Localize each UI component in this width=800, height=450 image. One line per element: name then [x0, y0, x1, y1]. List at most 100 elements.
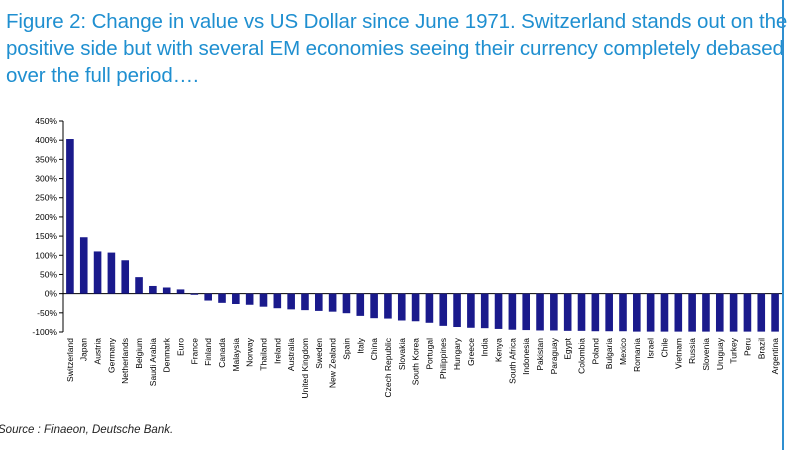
bar — [563, 293, 572, 331]
page-edge-rule — [782, 0, 784, 450]
bar — [204, 293, 212, 301]
x-tick-label: Argentina — [770, 338, 780, 375]
x-tick-label: Peru — [742, 338, 752, 356]
bar — [314, 293, 323, 311]
x-tick-label: Slovenia — [701, 338, 711, 371]
bar — [439, 293, 448, 326]
bar — [162, 287, 171, 294]
x-tick-label: Spain — [341, 338, 351, 360]
bar — [605, 293, 613, 332]
bar — [232, 293, 240, 304]
x-tick-label: Hungary — [452, 337, 462, 370]
bar — [660, 293, 669, 332]
x-tick-label: Vietnam — [673, 338, 683, 369]
bar — [702, 293, 710, 332]
bar — [66, 139, 74, 294]
x-tick-label: Turkey — [729, 337, 739, 363]
y-tick-label: -50% — [37, 308, 57, 318]
bar — [245, 293, 254, 305]
bar — [467, 293, 475, 328]
bar — [619, 293, 627, 332]
bar — [425, 293, 434, 323]
y-tick-label: 200% — [35, 212, 57, 222]
x-tick-label: South Korea — [411, 338, 421, 386]
x-tick-label: Euro — [176, 338, 186, 356]
x-tick-label: China — [369, 338, 379, 360]
y-tick-label: 150% — [35, 231, 57, 241]
x-tick-label: Germany — [106, 337, 116, 373]
bar — [646, 293, 655, 332]
x-tick-label: India — [480, 338, 490, 357]
bar — [301, 293, 309, 311]
x-tick-label: Brazil — [756, 338, 766, 359]
x-tick-label: Austria — [93, 338, 103, 365]
x-tick-label: Philippines — [438, 338, 448, 379]
bar — [79, 237, 88, 294]
x-tick-label: Portugal — [424, 338, 434, 370]
bar — [757, 293, 766, 332]
x-tick-label: Poland — [590, 338, 600, 365]
x-tick-label: Thailand — [258, 338, 268, 371]
x-tick-label: Mexico — [618, 338, 628, 365]
bar — [674, 293, 683, 332]
x-tick-label: Australia — [286, 338, 296, 371]
bar — [508, 293, 517, 330]
bar — [480, 293, 489, 329]
bar — [149, 285, 157, 294]
bar — [411, 293, 420, 322]
bars — [66, 139, 779, 332]
y-tick-label: 50% — [40, 269, 57, 279]
x-tick-label: Romania — [632, 338, 642, 372]
y-tick-label: 0% — [45, 289, 58, 299]
bar — [494, 293, 503, 329]
x-tick-label: South Africa — [507, 338, 517, 384]
bar — [550, 293, 558, 331]
x-axis-labels: Switzerland Japan Austria Germany Netherland… — [65, 337, 780, 398]
bar — [715, 293, 724, 332]
bar — [453, 293, 461, 328]
bar — [342, 293, 351, 314]
x-tick-label: Sweden — [314, 338, 324, 369]
y-axis: -100% -50% 0% 50% 100% 150% 200% 250% 300% 350% 40… — [32, 116, 782, 337]
bar — [633, 293, 641, 332]
x-tick-label: Pakistan — [535, 338, 545, 371]
bar — [743, 293, 752, 332]
x-tick-label: United Kingdom — [300, 338, 310, 398]
x-tick-label: Indonesia — [521, 338, 531, 375]
bar — [121, 260, 130, 294]
x-tick-label: Czech Republic — [383, 337, 393, 397]
bar — [688, 293, 696, 332]
x-tick-label: Russia — [687, 338, 697, 364]
bar — [522, 293, 531, 331]
bar — [384, 293, 392, 319]
bar — [729, 293, 738, 332]
x-tick-label: Belgium — [134, 338, 144, 369]
bar — [370, 293, 378, 319]
x-tick-label: Egypt — [563, 337, 573, 359]
x-tick-label: Netherlands — [120, 338, 130, 384]
x-tick-label: Chile — [659, 338, 669, 358]
y-tick-label: 400% — [35, 135, 57, 145]
x-tick-label: Saudi Arabia — [148, 338, 158, 386]
x-tick-label: Kenya — [494, 338, 504, 362]
y-tick-label: 250% — [35, 193, 57, 203]
x-tick-label: Greece — [466, 338, 476, 366]
chart-title: Figure 2: Change in value vs US Dollar s… — [6, 10, 788, 87]
x-tick-label: France — [189, 338, 199, 365]
bar — [591, 293, 600, 332]
bar — [397, 293, 406, 321]
bar — [328, 293, 337, 312]
x-tick-label: Switzerland — [65, 338, 75, 382]
bar — [536, 293, 544, 331]
bar — [176, 289, 185, 294]
bar — [259, 293, 268, 307]
bar — [287, 293, 295, 310]
x-tick-label: Bulgaria — [604, 338, 614, 369]
y-tick-label: 450% — [35, 116, 57, 126]
y-tick-label: 100% — [35, 250, 57, 260]
bar — [273, 293, 282, 309]
source-note: Source : Finaeon, Deutsche Bank. — [0, 424, 174, 436]
bar — [135, 277, 143, 294]
bar — [577, 293, 586, 331]
